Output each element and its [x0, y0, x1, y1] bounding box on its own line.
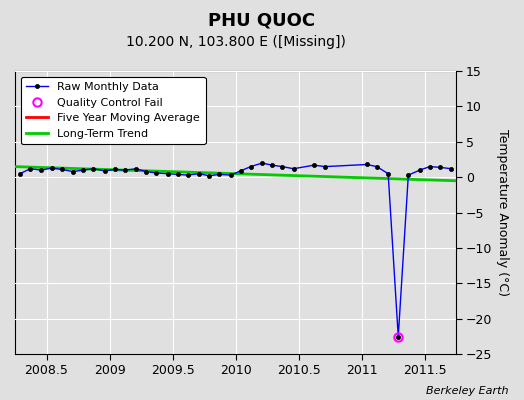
Raw Monthly Data — [165, 171, 171, 176]
Text: PHU QUOC: PHU QUOC — [209, 12, 315, 30]
Raw Monthly Data — [290, 166, 297, 171]
Raw Monthly Data — [395, 334, 401, 339]
Raw Monthly Data — [48, 166, 54, 170]
Raw Monthly Data — [80, 168, 86, 172]
Y-axis label: Temperature Anomaly (°C): Temperature Anomaly (°C) — [496, 129, 509, 296]
Legend: Raw Monthly Data, Quality Control Fail, Five Year Moving Average, Long-Term Tren: Raw Monthly Data, Quality Control Fail, … — [20, 76, 205, 144]
Raw Monthly Data — [374, 164, 380, 169]
Raw Monthly Data — [184, 173, 191, 178]
Raw Monthly Data — [269, 163, 275, 168]
Raw Monthly Data — [196, 171, 202, 176]
Raw Monthly Data — [59, 167, 65, 172]
Raw Monthly Data — [206, 174, 212, 178]
Raw Monthly Data — [70, 169, 76, 174]
Raw Monthly Data — [364, 162, 370, 167]
Raw Monthly Data — [90, 166, 96, 171]
Raw Monthly Data — [143, 169, 149, 174]
Raw Monthly Data — [427, 164, 433, 169]
Raw Monthly Data — [322, 164, 328, 169]
Raw Monthly Data — [122, 168, 128, 172]
Raw Monthly Data — [237, 168, 244, 173]
Raw Monthly Data — [405, 173, 411, 178]
Raw Monthly Data — [259, 161, 265, 166]
Raw Monthly Data — [101, 168, 107, 173]
Raw Monthly Data — [17, 171, 23, 176]
Raw Monthly Data — [448, 166, 454, 171]
Raw Monthly Data — [417, 168, 423, 172]
Raw Monthly Data — [227, 173, 234, 178]
Raw Monthly Data — [38, 168, 45, 172]
Text: Berkeley Earth: Berkeley Earth — [426, 386, 508, 396]
Raw Monthly Data — [248, 164, 254, 169]
Raw Monthly Data — [112, 167, 118, 172]
Line: Raw Monthly Data: Raw Monthly Data — [18, 161, 453, 339]
Title: 10.200 N, 103.800 E ([Missing]): 10.200 N, 103.800 E ([Missing]) — [126, 35, 345, 49]
Raw Monthly Data — [153, 170, 159, 175]
Raw Monthly Data — [385, 171, 391, 176]
Raw Monthly Data — [436, 165, 443, 170]
Raw Monthly Data — [279, 164, 286, 169]
Raw Monthly Data — [133, 166, 139, 171]
Raw Monthly Data — [174, 172, 181, 177]
Raw Monthly Data — [216, 172, 222, 177]
Raw Monthly Data — [311, 163, 317, 168]
Raw Monthly Data — [27, 166, 33, 171]
